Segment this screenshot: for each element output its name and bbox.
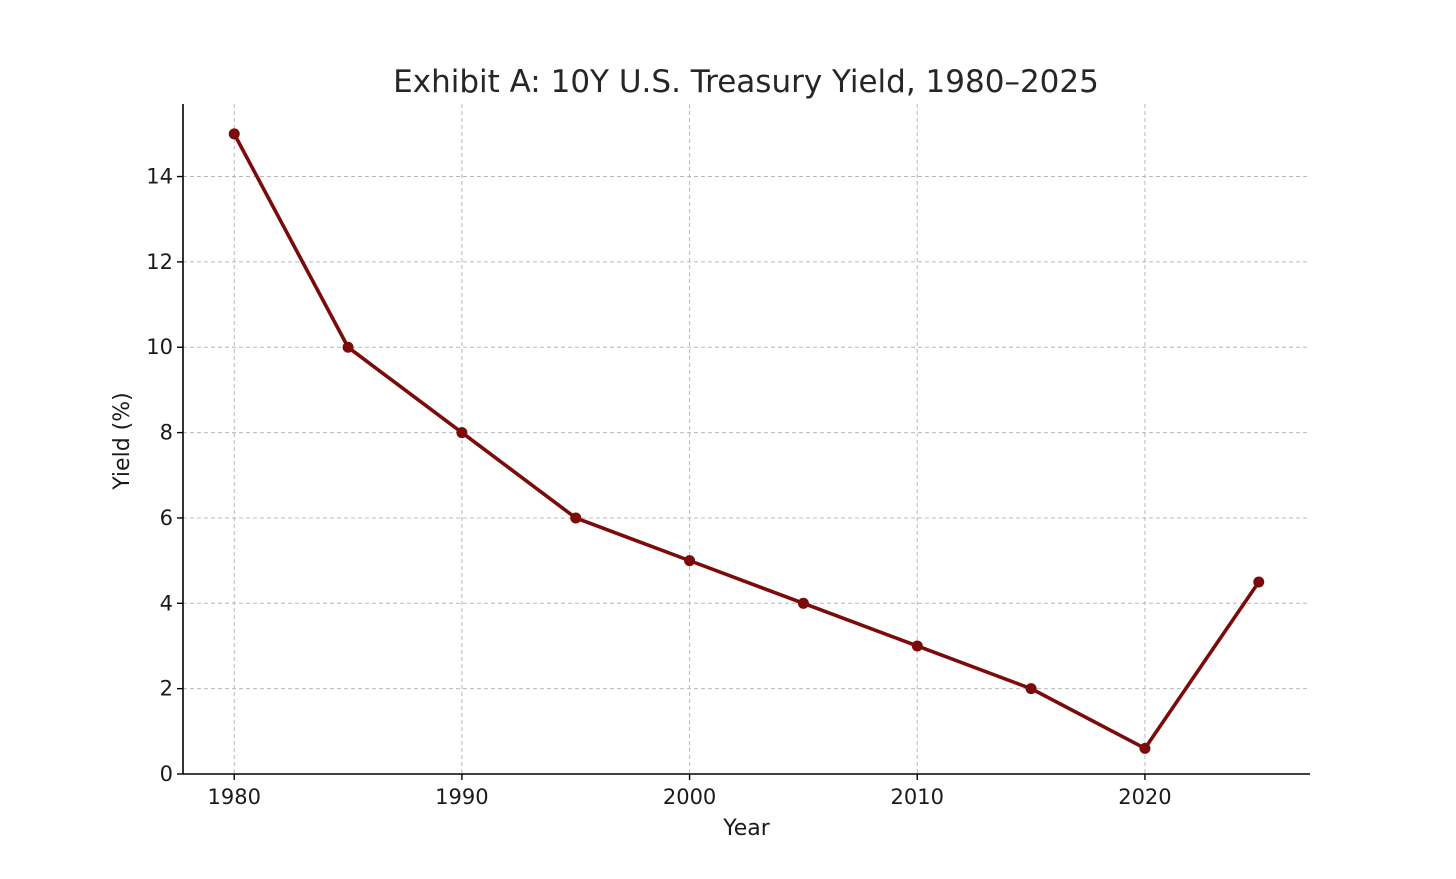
- data-point: [1139, 742, 1151, 754]
- y-tick-label: 2: [160, 677, 173, 701]
- data-point: [797, 597, 809, 609]
- y-tick-label: 12: [146, 250, 173, 274]
- y-tick-label: 0: [160, 762, 173, 786]
- y-tick-label: 6: [160, 506, 173, 530]
- y-tick-label: 4: [160, 591, 173, 615]
- data-point: [570, 512, 582, 524]
- y-axis-label: Yield (%): [110, 392, 135, 490]
- data-point: [1025, 683, 1037, 695]
- x-tick-label: 2010: [891, 785, 944, 809]
- data-point: [1253, 576, 1265, 588]
- data-point: [342, 341, 354, 353]
- y-tick-label: 8: [160, 421, 173, 445]
- data-point: [456, 427, 468, 439]
- series-line: [232, 132, 1261, 751]
- x-tick-label: 2020: [1118, 785, 1171, 809]
- x-tick-label: 1990: [435, 785, 488, 809]
- chart-title: Exhibit A: 10Y U.S. Treasury Yield, 1980…: [393, 64, 1099, 100]
- grid: [183, 104, 1310, 775]
- data-point: [911, 640, 923, 652]
- y-tick-label: 10: [146, 335, 173, 359]
- y-tick-label: 14: [146, 165, 173, 189]
- axes: [182, 104, 1310, 775]
- x-tick-label: 2000: [663, 785, 716, 809]
- x-axis-label: Year: [722, 816, 771, 841]
- x-tick-label: 1980: [208, 785, 261, 809]
- ticks: 1980 1990 2000 2010 2020 0 2 4 6 8 10 12 14: [146, 165, 1171, 809]
- data-point: [684, 555, 696, 567]
- data-point: [228, 128, 240, 140]
- series: [228, 128, 1265, 754]
